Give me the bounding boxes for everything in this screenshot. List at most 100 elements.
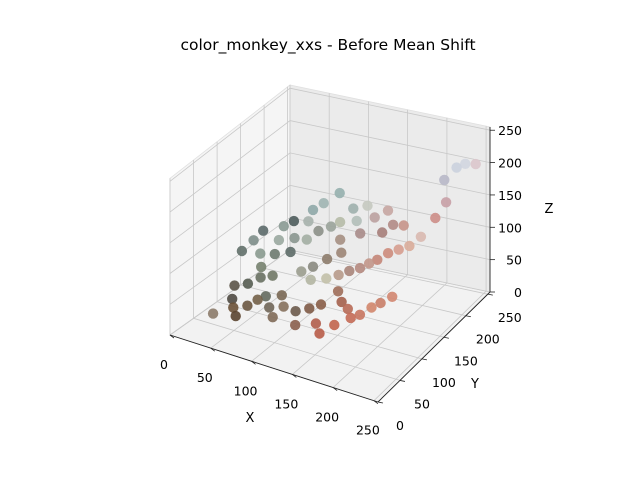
data-point <box>415 231 427 242</box>
x-tick-mark <box>210 347 216 352</box>
data-point <box>230 310 241 322</box>
data-point <box>307 204 319 216</box>
y-grid-line <box>240 123 444 338</box>
z-tick-label: 0 <box>514 285 522 300</box>
y-grid-line <box>193 160 401 381</box>
data-point <box>404 240 415 252</box>
x-tick-label: 50 <box>197 370 213 385</box>
data-point <box>290 319 301 331</box>
data-point <box>363 258 375 269</box>
data-point <box>362 200 373 211</box>
y-tick-mark <box>487 293 493 296</box>
y-tick-mark <box>377 401 384 404</box>
data-point <box>305 274 316 285</box>
z-grid-line <box>169 184 491 274</box>
y-tick-mark <box>443 336 449 339</box>
data-point <box>242 300 253 311</box>
data-point <box>290 306 301 317</box>
y-tick-label: 0 <box>396 418 404 433</box>
data-point <box>267 270 278 281</box>
data-point <box>236 245 248 257</box>
z-grid-line <box>169 120 491 213</box>
x-axis-label: X <box>246 411 255 426</box>
data-point <box>439 174 450 186</box>
data-point <box>256 261 267 273</box>
data-point <box>315 299 327 310</box>
data-point <box>333 269 344 281</box>
data-point <box>332 286 344 297</box>
data-point <box>278 301 289 312</box>
data-point <box>307 261 319 272</box>
data-point <box>269 248 280 260</box>
axis-lines <box>169 127 491 403</box>
data-point <box>227 293 238 305</box>
x-grid-line <box>292 109 409 375</box>
data-point <box>321 253 333 265</box>
data-point <box>228 302 239 313</box>
x-tick-label: 250 <box>356 423 380 438</box>
x-tick-label: 150 <box>274 396 298 411</box>
x-tick-label: 200 <box>315 410 339 425</box>
chart-title: color_monkey_xxs - Before Mean Shift <box>180 36 475 55</box>
data-point <box>285 246 296 258</box>
data-point <box>382 248 394 259</box>
data-point <box>252 294 263 305</box>
z-tick-label: 150 <box>498 188 522 203</box>
data-point <box>258 225 269 236</box>
y-tick-label: 250 <box>498 310 522 325</box>
x-grid-line <box>332 117 448 388</box>
data-point <box>260 291 271 302</box>
y-tick-label: 150 <box>454 353 478 368</box>
data-point <box>351 215 362 227</box>
data-point <box>354 309 366 320</box>
x-grid-line <box>373 126 487 401</box>
data-point <box>369 212 380 223</box>
x-tick-mark <box>373 400 379 405</box>
z-grid-line <box>169 152 491 244</box>
data-point <box>430 212 441 224</box>
data-point <box>314 328 325 339</box>
data-point <box>345 312 356 324</box>
data-point <box>301 234 312 245</box>
data-point <box>276 290 287 301</box>
data-point <box>377 227 388 238</box>
data-point <box>313 225 324 237</box>
x-axis-line <box>169 334 379 403</box>
data-point <box>267 312 278 323</box>
data-point <box>229 280 240 291</box>
data-point <box>387 219 399 230</box>
data-point <box>255 248 266 259</box>
data-point <box>264 302 275 313</box>
data-point <box>334 187 345 199</box>
z-axis-label: Z <box>545 202 554 217</box>
data-point <box>355 228 366 239</box>
x-tick-label: 100 <box>234 383 258 398</box>
data-points <box>207 158 481 339</box>
data-point <box>336 296 347 308</box>
data-point <box>318 198 329 209</box>
z-tick-label: 50 <box>506 253 522 268</box>
data-point <box>382 205 394 216</box>
data-point <box>325 221 337 232</box>
data-point <box>296 266 307 277</box>
data-point <box>393 244 404 255</box>
data-point <box>451 162 462 173</box>
data-point <box>278 221 289 232</box>
data-point <box>336 247 347 258</box>
data-point <box>273 234 285 246</box>
data-point <box>460 158 471 169</box>
data-point <box>398 220 409 231</box>
data-point <box>255 272 266 283</box>
y-axis-line <box>377 291 491 403</box>
data-point <box>335 234 346 245</box>
z-grid-line <box>169 217 491 305</box>
data-point <box>470 158 481 170</box>
data-point <box>375 297 386 309</box>
data-point <box>354 262 366 274</box>
y-tick-label: 200 <box>476 332 500 347</box>
y-tick-label: 100 <box>432 375 456 390</box>
data-point <box>329 319 340 331</box>
